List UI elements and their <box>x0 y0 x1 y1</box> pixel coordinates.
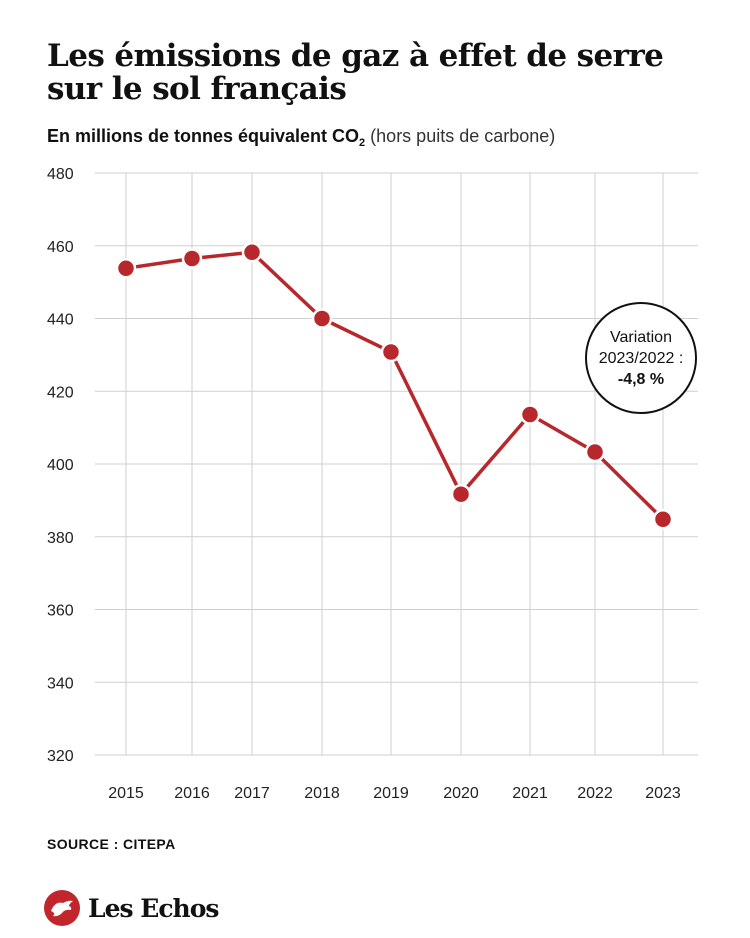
variation-period: 2023/2022 : <box>598 349 684 367</box>
y-tick-label: 480 <box>47 166 74 183</box>
x-tick-label: 2023 <box>645 785 681 802</box>
subtitle-subscript: 2 <box>359 137 366 149</box>
subtitle-note: (hors puits de carbone) <box>365 126 556 146</box>
chart-title-line2: sur le sol français <box>47 71 347 107</box>
y-tick-label: 340 <box>47 675 74 692</box>
subtitle-unit: En millions de tonnes équivalent CO <box>47 126 360 146</box>
data-point <box>450 483 472 505</box>
y-tick-label: 400 <box>47 457 74 474</box>
data-point <box>241 242 263 263</box>
y-tick-label: 320 <box>47 748 74 765</box>
y-tick-label: 360 <box>47 603 74 620</box>
variation-annotation: Variation 2023/2022 : -4,8 % <box>585 302 697 414</box>
source-note: SOURCE : CITEPA <box>47 836 176 852</box>
data-point <box>311 308 333 329</box>
x-tick-label: 2022 <box>577 785 613 802</box>
x-tick-label: 2021 <box>512 785 548 802</box>
x-tick-label: 2016 <box>174 785 210 802</box>
series-line <box>125 250 665 521</box>
variation-value: -4,8 % <box>617 370 665 388</box>
y-tick-label: 440 <box>47 312 74 329</box>
x-tick-label: 2015 <box>108 785 144 802</box>
data-point <box>380 341 402 363</box>
variation-label: Variation <box>610 328 672 346</box>
chart-title-line1: Les émissions de gaz à effet de serre <box>47 38 664 74</box>
brand-logo: Les Echos <box>44 890 219 926</box>
data-point <box>652 509 674 530</box>
chart-subtitle: En millions de tonnes équivalent CO2 (ho… <box>47 126 555 149</box>
x-tick-label: 2017 <box>234 785 270 802</box>
chart-title: Les émissions de gaz à effet de serre su… <box>47 40 707 106</box>
y-tick-label: 460 <box>47 239 74 256</box>
data-point <box>519 404 541 425</box>
y-tick-label: 380 <box>47 530 74 547</box>
y-tick-label: 420 <box>47 384 74 401</box>
data-point <box>181 248 203 269</box>
x-tick-label: 2020 <box>443 785 479 802</box>
logo-wordmark: Les Echos <box>88 893 219 923</box>
logo-emblem-icon <box>44 890 80 926</box>
x-tick-label: 2019 <box>373 785 409 802</box>
data-point <box>584 441 606 463</box>
x-tick-label: 2018 <box>304 785 340 802</box>
data-point <box>115 258 137 279</box>
